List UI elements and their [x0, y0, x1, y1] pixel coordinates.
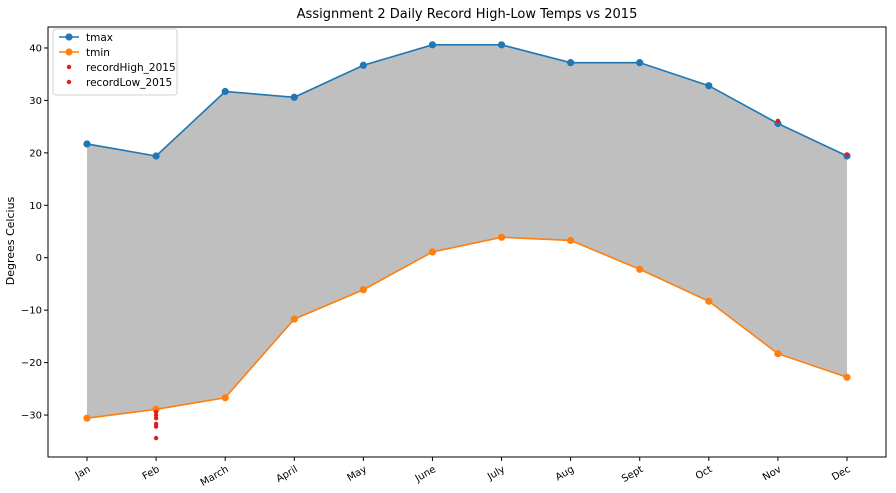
- y-tick-label: 0: [36, 253, 42, 264]
- x-tick-label: May: [345, 464, 368, 484]
- scatter-layer: [153, 118, 850, 441]
- x-tick-label: June: [413, 464, 438, 485]
- legend-marker: [65, 33, 73, 41]
- legend-marker: [66, 64, 72, 70]
- y-tick-label: 20: [29, 148, 42, 159]
- data-point-tmax: [497, 41, 506, 49]
- x-tick-label: March: [199, 464, 231, 489]
- legend-label: tmin: [86, 47, 110, 59]
- data-point-tmin: [497, 233, 506, 241]
- legend-marker: [65, 48, 73, 56]
- data-point-tmin: [636, 265, 644, 273]
- scatter-recordLow_2015: [153, 409, 159, 441]
- scatter-point-recordLow_2015: [153, 409, 159, 415]
- data-point-tmax: [359, 61, 367, 69]
- series-layer: [83, 41, 851, 422]
- y-tick-label: 40: [29, 43, 42, 54]
- legend-entry-tmin: tmin: [59, 47, 110, 59]
- legend-label: recordLow_2015: [86, 77, 172, 89]
- data-point-tmax: [83, 140, 91, 148]
- series-line-tmax: [86, 44, 848, 157]
- y-tick-label: −10: [21, 306, 42, 317]
- scatter-point-recordHigh_2015: [775, 118, 781, 124]
- y-tick-label: 10: [29, 201, 42, 212]
- x-tick-label: July: [485, 464, 507, 483]
- x-tick-label: Nov: [761, 464, 783, 483]
- series-tmax: [83, 41, 851, 160]
- scatter-point-recordLow_2015: [153, 412, 159, 418]
- x-tick-label: Dec: [830, 464, 852, 483]
- y-tick-label: −30: [21, 411, 42, 422]
- x-tick-label: Sept: [620, 464, 645, 485]
- series-line-tmin: [86, 236, 848, 419]
- fill-between-area: [87, 44, 847, 419]
- data-point-tmax: [290, 93, 298, 101]
- data-point-tmax: [705, 82, 713, 90]
- data-point-tmin: [774, 350, 782, 358]
- chart-title: Assignment 2 Daily Record High-Low Temps…: [297, 7, 638, 22]
- x-tick-label: April: [274, 464, 299, 485]
- y-tick-label: 30: [29, 96, 42, 107]
- x-axis: Jan Feb March April May June July Aug Sept Oct Nov…: [73, 457, 853, 489]
- y-axis-label: Degrees Celcius: [4, 196, 17, 285]
- legend-label: tmax: [86, 32, 113, 44]
- x-tick-label: Oct: [694, 464, 715, 482]
- legend-entry-recordHigh_2015: recordHigh_2015: [66, 62, 176, 74]
- data-point-tmax: [428, 41, 437, 49]
- data-point-tmin: [83, 414, 91, 422]
- y-tick-label: −20: [21, 358, 42, 369]
- x-tick-label: Aug: [554, 464, 576, 483]
- data-point-tmin: [290, 315, 298, 323]
- legend-label: recordHigh_2015: [86, 62, 176, 74]
- scatter-point-recordLow_2015: [153, 435, 159, 441]
- data-point-tmax: [221, 87, 229, 96]
- plot-frame: [47, 26, 887, 458]
- legend-marker: [66, 79, 72, 85]
- legend-box: [52, 28, 178, 96]
- data-point-tmin: [221, 394, 229, 402]
- data-point-tmin: [705, 297, 713, 305]
- legend-entry-recordLow_2015: recordLow_2015: [66, 77, 172, 89]
- data-point-tmin: [843, 373, 851, 381]
- legend: tmax tmin recordHigh_2015 recordLow_2015: [52, 28, 178, 96]
- scatter-point-recordLow_2015: [153, 415, 159, 421]
- data-point-tmax: [567, 59, 575, 67]
- legend-entry-tmax: tmax: [59, 32, 113, 44]
- data-point-tmax: [636, 59, 644, 67]
- x-tick-label: Jan: [73, 464, 93, 482]
- scatter-point-recordLow_2015: [153, 424, 159, 429]
- data-point-tmin: [567, 236, 575, 245]
- data-point-tmin: [359, 286, 367, 294]
- fill-between-polygon: [87, 44, 847, 419]
- y-axis: −30 −20 −10 0 10 20 30 40: [21, 43, 48, 422]
- scatter-recordHigh_2015: [775, 118, 850, 157]
- data-point-tmin: [428, 248, 437, 256]
- data-point-tmax: [152, 152, 160, 160]
- scatter-point-recordHigh_2015: [844, 152, 850, 157]
- series-tmin: [83, 233, 851, 422]
- x-tick-label: Feb: [141, 464, 162, 482]
